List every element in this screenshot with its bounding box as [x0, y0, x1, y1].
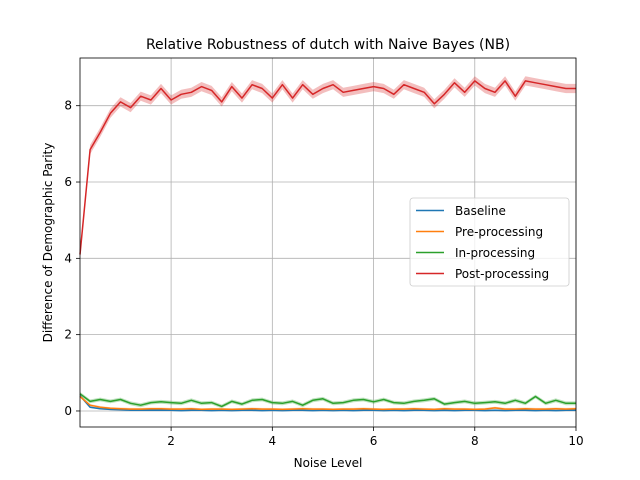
- plot-frame: [79, 57, 577, 428]
- in-processing-line: [79, 393, 576, 408]
- y-tick-label: 0: [64, 404, 72, 418]
- legend-label-pre-processing: Pre-processing: [455, 225, 543, 239]
- x-tick-label: 6: [370, 434, 378, 448]
- pre-processing-line: [79, 395, 577, 411]
- x-tick-label: 2: [167, 434, 175, 448]
- y-tick-label: 2: [64, 328, 72, 342]
- baseline-line: [79, 395, 576, 412]
- x-tick-label: 8: [471, 434, 479, 448]
- legend-label-baseline: Baseline: [455, 204, 506, 218]
- legend: Baseline Pre-processing In-processing Post-…: [409, 197, 570, 287]
- y-tick-label: 6: [64, 175, 72, 189]
- x-tick-label: 4: [269, 434, 277, 448]
- x-tick-label: 10: [568, 434, 583, 448]
- series-lines: [79, 80, 577, 412]
- y-tick-label: 4: [64, 251, 72, 265]
- y-tick-label: 8: [64, 99, 72, 113]
- axis-ticks: 2 4 6 8 10 0 2 4 6 8: [64, 99, 583, 448]
- chart-title: Relative Robustness of dutch with Naive …: [146, 37, 510, 53]
- legend-box: [409, 197, 570, 287]
- legend-label-post-processing: Post-processing: [455, 267, 549, 281]
- y-axis-label: Difference of Demographic Parity: [41, 143, 55, 343]
- post-processing-line: [79, 80, 576, 255]
- legend-label-in-processing: In-processing: [455, 246, 535, 260]
- in-processing-band: [80, 391, 576, 409]
- x-axis-label: Noise Level: [294, 456, 363, 470]
